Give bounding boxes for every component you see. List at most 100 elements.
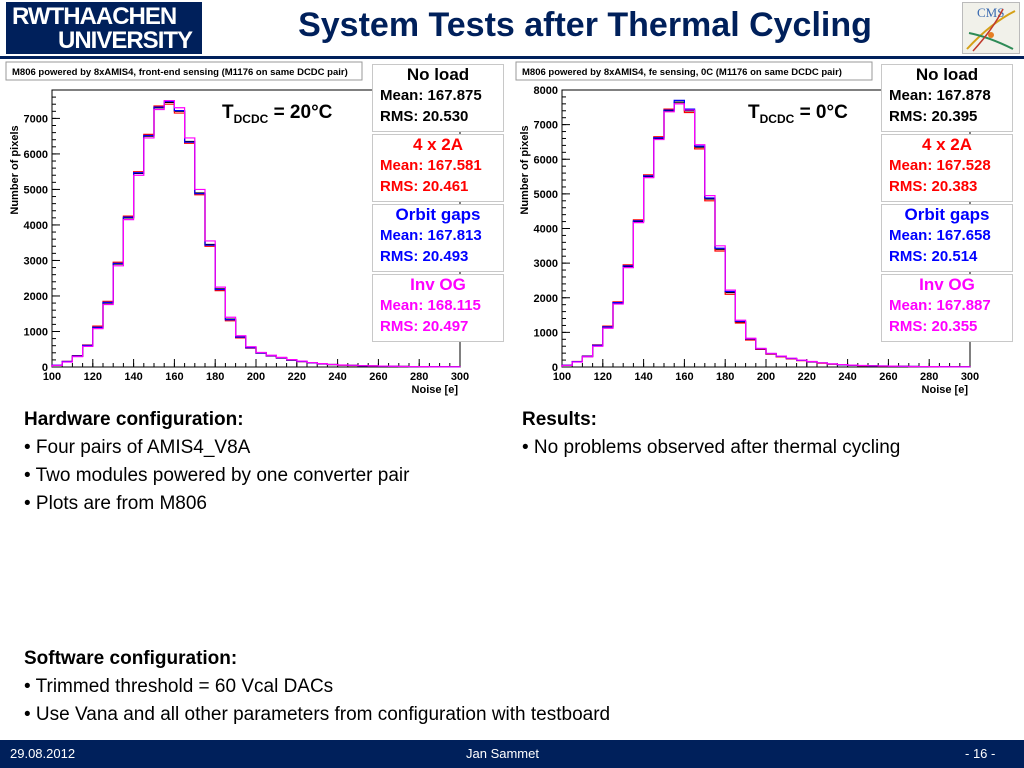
- software-config-block: Software configuration: • Trimmed thresh…: [24, 645, 610, 729]
- hardware-config-item: • Plots are from M806: [24, 493, 207, 514]
- stats-box-four-by-2a: 4 x 2A Mean: 167.528 RMS: 20.383: [881, 134, 1013, 202]
- plot-title: M806 powered by 8xAMIS4, fe sensing, 0C …: [522, 67, 842, 78]
- y-tick-label: 6000: [24, 149, 48, 161]
- slide-title: System Tests after Thermal Cycling: [298, 6, 872, 44]
- plot-title-box: [5, 61, 363, 81]
- results-heading: Results:: [522, 409, 597, 430]
- stats-box-mean: Mean: 168.115: [380, 297, 481, 314]
- x-tick-label: 140: [124, 371, 142, 383]
- x-tick-label: 220: [798, 371, 816, 383]
- slide-header: RWTHAACHEN UNIVERSITY System Tests after…: [0, 0, 1024, 59]
- stats-box-mean: Mean: 167.813: [380, 227, 482, 244]
- y-tick-label: 7000: [24, 113, 48, 125]
- right-temperature-label: TDCDC = 0°C: [748, 102, 848, 126]
- stats-box-inv-og: Inv OG Mean: 167.887 RMS: 20.355: [881, 274, 1013, 342]
- histogram-series-inv-og: [51, 100, 461, 368]
- results-block: Results: • No problems observed after th…: [522, 406, 900, 462]
- y-tick-label: 2000: [534, 293, 558, 305]
- stats-box-title: Inv OG: [919, 275, 975, 294]
- cms-logo-text: CMS: [977, 5, 1005, 20]
- stats-box-rms: RMS: 20.514: [889, 248, 978, 265]
- x-axis-label: Noise [e]: [412, 384, 459, 396]
- stats-box-title: Inv OG: [410, 275, 466, 294]
- stats-box-rms: RMS: 20.530: [380, 108, 469, 125]
- y-tick-label: 3000: [534, 258, 558, 270]
- stats-box-title: 4 x 2A: [412, 135, 464, 154]
- y-tick-label: 4000: [24, 220, 48, 232]
- stats-box-rms: RMS: 20.461: [380, 178, 469, 195]
- x-tick-label: 260: [879, 371, 897, 383]
- cms-logo: CMS: [962, 2, 1020, 54]
- logo-line-2: UNIVERSITY: [58, 27, 193, 54]
- stats-box-title: Orbit gaps: [904, 205, 990, 224]
- stats-box-inv-og: Inv OG Mean: 168.115 RMS: 20.497: [372, 274, 504, 342]
- x-tick-label: 100: [553, 371, 571, 383]
- histogram-series-inv-og: [561, 103, 971, 368]
- y-tick-label: 5000: [534, 189, 558, 201]
- stats-box-mean: Mean: 167.887: [889, 297, 991, 314]
- software-config-heading: Software configuration:: [24, 648, 238, 669]
- footer-author: Jan Sammet: [466, 746, 539, 761]
- hardware-config-item: • Four pairs of AMIS4_V8A: [24, 437, 251, 458]
- x-axis-label: Noise [e]: [922, 384, 969, 396]
- stats-box-mean: Mean: 167.875: [380, 87, 482, 104]
- stats-box-title: 4 x 2A: [921, 135, 973, 154]
- software-config-item: • Use Vana and all other parameters from…: [24, 704, 611, 725]
- x-tick-label: 120: [594, 371, 612, 383]
- y-tick-label: 5000: [24, 184, 48, 196]
- stats-box-mean: Mean: 167.581: [380, 157, 482, 174]
- x-tick-label: 200: [757, 371, 775, 383]
- left-temp-sub: DCDC: [233, 111, 269, 126]
- stats-box-four-by-2a: 4 x 2A Mean: 167.581 RMS: 20.461: [372, 134, 504, 202]
- stats-box-title: Orbit gaps: [395, 205, 481, 224]
- y-tick-label: 3000: [24, 255, 48, 267]
- hardware-config-item: • Two modules powered by one converter p…: [24, 465, 410, 486]
- x-tick-label: 280: [410, 371, 428, 383]
- hardware-config-block: Hardware configuration: • Four pairs of …: [24, 406, 409, 518]
- y-axis-label: Number of pixels: [9, 125, 21, 214]
- stats-box-mean: Mean: 167.528: [889, 157, 991, 174]
- right-temp-value: = 0°C: [799, 102, 848, 123]
- y-tick-label: 1000: [24, 326, 48, 338]
- stats-box-no-load: No load Mean: 167.878 RMS: 20.395: [881, 64, 1013, 132]
- x-tick-label: 220: [288, 371, 306, 383]
- x-tick-label: 280: [920, 371, 938, 383]
- stats-box-no-load: No load Mean: 167.875 RMS: 20.530: [372, 64, 504, 132]
- stats-box-orbit-gaps: Orbit gaps Mean: 167.658 RMS: 20.514: [881, 204, 1013, 272]
- right-temp-sub: DCDC: [759, 111, 795, 126]
- x-tick-label: 120: [84, 371, 102, 383]
- y-tick-label: 1000: [534, 327, 558, 339]
- x-tick-label: 240: [838, 371, 856, 383]
- stats-box-rms: RMS: 20.395: [889, 108, 978, 125]
- left-plot-panel: M806 powered by 8xAMIS4, front-end sensi…: [4, 60, 506, 398]
- x-tick-label: 160: [675, 371, 693, 383]
- y-tick-label: 7000: [534, 120, 558, 132]
- x-tick-label: 260: [369, 371, 387, 383]
- x-tick-label: 200: [247, 371, 265, 383]
- left-histogram: M806 powered by 8xAMIS4, front-end sensi…: [5, 61, 469, 396]
- y-tick-label: 6000: [534, 154, 558, 166]
- right-temp-T: T: [748, 102, 760, 123]
- x-tick-label: 300: [451, 371, 469, 383]
- left-temperature-label: TDCDC = 20°C: [222, 102, 332, 126]
- rwth-logo: RWTHAACHEN UNIVERSITY: [6, 2, 202, 54]
- x-tick-label: 180: [206, 371, 224, 383]
- x-tick-label: 100: [43, 371, 61, 383]
- stats-box-orbit-gaps: Orbit gaps Mean: 167.813 RMS: 20.493: [372, 204, 504, 272]
- stats-box-mean: Mean: 167.658: [889, 227, 991, 244]
- stats-box-title: No load: [406, 65, 470, 84]
- x-tick-label: 140: [634, 371, 652, 383]
- y-tick-label: 2000: [24, 291, 48, 303]
- y-axis-label: Number of pixels: [519, 125, 531, 214]
- left-temp-T: T: [222, 102, 234, 123]
- footer-page-number: - 16 -: [965, 746, 996, 761]
- logo-line-1: RWTHAACHEN: [12, 3, 177, 30]
- hardware-config-heading: Hardware configuration:: [24, 409, 244, 430]
- slide-footer: 29.08.2012 Jan Sammet - 16 -: [0, 740, 1024, 768]
- plot-title-box: [515, 61, 873, 81]
- y-tick-label: 4000: [534, 224, 558, 236]
- plot-title: M806 powered by 8xAMIS4, front-end sensi…: [12, 67, 348, 78]
- results-item: • No problems observed after thermal cyc…: [522, 437, 901, 458]
- cms-logo-graphic: [966, 8, 1016, 52]
- x-tick-label: 240: [328, 371, 346, 383]
